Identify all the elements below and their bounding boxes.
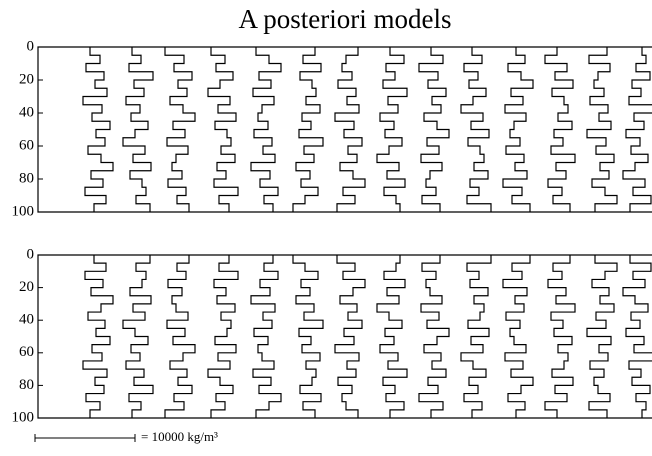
model-profile	[586, 47, 618, 212]
model-profile	[82, 47, 114, 212]
model-profile	[544, 47, 576, 212]
y-tick-label: 80	[19, 377, 34, 393]
y-tick-label: 60	[19, 137, 34, 153]
y-tick-label: 40	[19, 312, 34, 328]
model-profile	[334, 255, 366, 418]
y-tick-label: 0	[27, 38, 35, 54]
chart-title: A posteriori models	[239, 4, 452, 34]
y-tick-label: 40	[19, 104, 34, 120]
model-profile	[622, 47, 652, 212]
y-tick-label: 100	[12, 203, 35, 219]
model-profile	[292, 255, 324, 418]
model-profile	[164, 47, 196, 212]
model-profile	[376, 47, 408, 212]
axes-frame	[37, 254, 652, 419]
y-tick-label: 60	[19, 344, 34, 360]
model-profile	[82, 255, 114, 418]
model-profile	[460, 255, 492, 418]
model-profile	[207, 255, 239, 418]
model-profile	[207, 47, 239, 212]
y-tick-label: 100	[12, 409, 35, 425]
model-profile	[502, 255, 534, 418]
model-profile	[544, 255, 576, 418]
model-profile	[460, 47, 492, 212]
axes-frame	[37, 46, 652, 213]
model-profile	[418, 47, 450, 212]
model-profile	[334, 47, 366, 212]
y-tick-label: 80	[19, 170, 34, 186]
model-profile	[502, 47, 534, 212]
y-tick-label: 20	[19, 279, 34, 295]
model-profile	[292, 47, 324, 212]
model-profile	[164, 255, 196, 418]
model-profile	[376, 255, 408, 418]
model-profile	[418, 255, 450, 418]
scale-bar-label: = 10000 kg/m³	[141, 429, 218, 444]
y-tick-label: 0	[27, 246, 35, 262]
model-profile	[122, 255, 154, 418]
model-profile	[122, 47, 154, 212]
model-profile	[250, 255, 282, 418]
model-profile	[622, 255, 652, 418]
y-tick-label: 20	[19, 71, 34, 87]
model-profile	[250, 47, 282, 212]
model-profile	[586, 255, 618, 418]
